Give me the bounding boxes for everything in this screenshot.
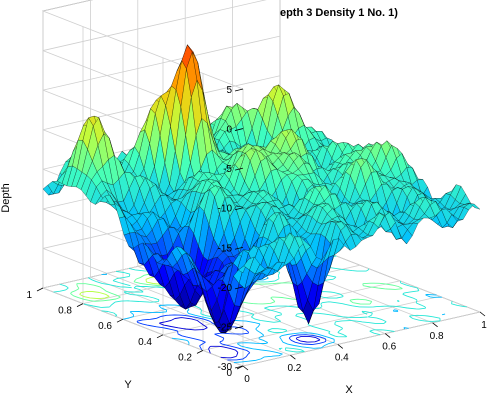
y-tick-label: 0	[226, 368, 232, 379]
z-gridline-back	[42, 0, 267, 51]
z-tick-label: -5	[223, 164, 232, 175]
y-tick-label: 0.6	[98, 321, 112, 332]
y-tick-label: 0.2	[178, 352, 192, 363]
z-tick-mark	[234, 246, 244, 250]
x-tick-mark	[337, 344, 344, 349]
z-tick-mark	[234, 88, 244, 92]
z-gridline-left	[42, 248, 244, 327]
x-tick-mark	[290, 354, 296, 360]
x-tick-mark	[242, 365, 249, 371]
x-tick-label: 0.8	[430, 331, 444, 342]
z-gridline-left	[42, 10, 244, 90]
z-gridline-left	[42, 50, 244, 129]
z-tick-label: -10	[218, 204, 233, 215]
x-tick-label: 0	[244, 374, 250, 385]
y-gridline-floor	[162, 280, 401, 336]
y-tick-label: 1	[26, 290, 32, 301]
z-tick-label: -15	[218, 243, 233, 254]
y-tick-mark	[196, 350, 204, 354]
x-tick-label: 0.6	[382, 342, 396, 353]
y-tick-mark	[76, 303, 84, 307]
y-tick-label: 0.4	[138, 337, 152, 348]
z-tick-mark	[234, 286, 244, 290]
y-tick-mark	[236, 365, 244, 370]
x-tick-mark	[384, 333, 391, 338]
x-gridline-floor	[42, 287, 244, 367]
surface-mesh	[42, 44, 481, 334]
y-axis-label: Y	[124, 379, 132, 391]
z-tick-mark	[234, 167, 244, 171]
x-tick-label: 0.2	[287, 363, 301, 374]
z-gridline-back	[42, 35, 281, 91]
x-tick-mark	[479, 311, 486, 317]
z-tick-label: 5	[226, 85, 232, 96]
contour-level	[158, 317, 321, 359]
z-tick-label: -30	[218, 362, 233, 373]
axis-ticks: 50-5-10-15-20-25-3000.20.40.60.8100.20.4…	[26, 85, 487, 385]
y-gridline-floor	[202, 296, 441, 351]
z-tick-label: -20	[218, 283, 233, 294]
z-tick-label: 0	[226, 125, 232, 136]
z-tick-mark	[234, 128, 244, 131]
x-tick-label: 0.4	[335, 352, 349, 363]
x-tick-label: 1	[481, 320, 487, 331]
y-tick-mark	[36, 287, 44, 292]
contour-level	[136, 233, 327, 361]
z-tick-mark	[234, 326, 244, 329]
z-tick-label: -25	[218, 322, 233, 333]
x-tick-mark	[432, 322, 438, 328]
x-axis-label: X	[345, 384, 353, 396]
z-gridline-back	[42, 0, 94, 12]
y-gridline-floor	[242, 311, 481, 367]
y-tick-mark	[116, 318, 124, 323]
y-tick-mark	[156, 334, 164, 339]
z-axis-label: Depth	[0, 183, 12, 212]
z-tick-mark	[234, 207, 244, 211]
surface-facet	[469, 203, 481, 210]
y-tick-label: 0.8	[58, 306, 72, 317]
